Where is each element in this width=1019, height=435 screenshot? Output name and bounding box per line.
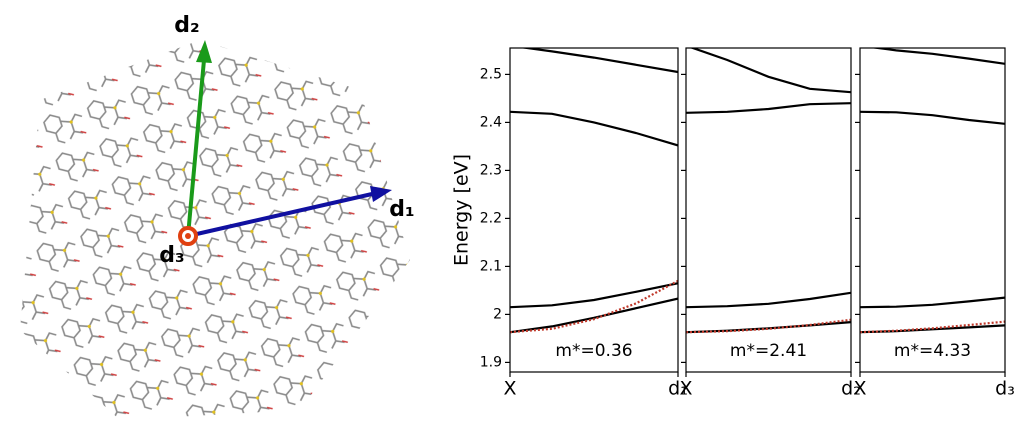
plot-frame — [685, 47, 852, 373]
plot-frame — [859, 47, 1006, 373]
plot-frame — [509, 47, 679, 373]
y-tick-label: 2 — [493, 306, 502, 322]
annotation: m*=0.36 — [555, 341, 632, 361]
y-tick-label: 2.5 — [480, 66, 502, 82]
band-line — [510, 282, 678, 309]
band-line — [869, 48, 1005, 65]
lattice-vectors: d₁ d₂ d₃ — [159, 13, 414, 268]
vector-label: d₁ — [389, 197, 414, 222]
arrow-head — [370, 186, 392, 202]
y-axis-label: Energy [eV] — [451, 154, 473, 266]
y-tick-label: 1.9 — [480, 354, 502, 370]
vector-label: d₃ — [159, 243, 184, 268]
x-tick-label: d₃ — [995, 378, 1015, 400]
x-tick-label: d₁ — [668, 378, 688, 400]
x-tick-label: X — [503, 378, 516, 400]
fit-curve — [860, 320, 1005, 334]
y-tick-label: 2.2 — [480, 210, 502, 226]
arrow-head — [196, 40, 212, 63]
band-line — [686, 102, 851, 114]
vector-d2 — [186, 59, 206, 237]
band-line — [510, 110, 678, 147]
band-line — [860, 110, 1005, 125]
annotation: m*=4.33 — [894, 341, 971, 361]
band-panel: 1.9 2 2.1 2.2 2.3 2.4 2.5 X d₁ m*=0.36 Energy [eV] — [451, 47, 688, 400]
x-tick-label: X — [853, 378, 866, 400]
band-line — [860, 296, 1005, 309]
vector-label: d₂ — [174, 13, 199, 38]
fit-curve — [510, 279, 678, 334]
vector-d1 — [187, 192, 373, 238]
band-line — [519, 48, 678, 74]
band-line — [510, 297, 678, 334]
x-tick-label: X — [679, 378, 692, 400]
fit-curve — [686, 318, 851, 334]
band-line — [689, 48, 851, 94]
y-tick-label: 2.1 — [480, 258, 502, 274]
annotation: m*=2.41 — [730, 341, 807, 361]
band-line — [686, 291, 851, 309]
vector-d3-dot — [185, 233, 191, 239]
y-tick-label: 2.4 — [480, 114, 502, 130]
crystal-structure — [20, 40, 410, 420]
y-tick-label: 2.3 — [480, 162, 502, 178]
x-tick-label: d₂ — [841, 378, 861, 400]
